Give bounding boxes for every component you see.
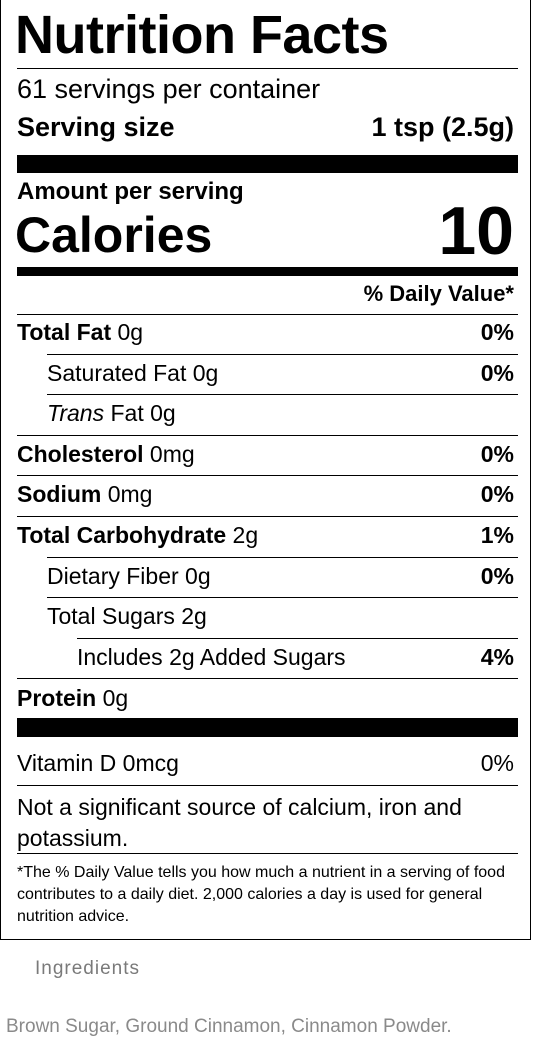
nutrient-row-total-sugars: Total Sugars 2g (47, 605, 207, 628)
divider (17, 785, 518, 786)
nutrient-name: Vitamin D (17, 750, 117, 776)
nutrient-name-rest: Added Sugars (199, 644, 346, 670)
nutrient-name: Dietary Fiber (47, 563, 179, 589)
divider (47, 394, 518, 395)
label-title: Nutrition Facts (15, 5, 389, 65)
nutrient-amount: 0g (192, 360, 219, 386)
nutrition-facts-label: Nutrition Facts 61 servings per containe… (0, 0, 531, 940)
nutrient-amount: 2g (181, 603, 207, 629)
divider (77, 638, 518, 639)
serving-size-label: Serving size (17, 112, 175, 142)
divider (17, 475, 518, 476)
medium-bar (17, 267, 518, 276)
nutrient-amount: 0g (117, 319, 144, 345)
nutrient-amount: 0mcg (122, 750, 179, 776)
daily-value-header: % Daily Value* (363, 281, 514, 306)
nutrient-amount: 0mg (149, 441, 195, 467)
nutrient-row-vitamin-d: Vitamin D 0mcg (17, 752, 179, 775)
divider (17, 68, 518, 69)
nutrient-row-dietary-fiber: Dietary Fiber 0g (47, 565, 211, 588)
nutrient-amount: 0g (185, 563, 211, 589)
nutrient-name: Includes (77, 644, 163, 670)
nutrient-row-sodium: Sodium 0mg (17, 483, 152, 506)
divider (17, 678, 518, 679)
serving-size-value: 1 tsp (2.5g) (371, 112, 514, 142)
nutrient-amount: 0mg (107, 481, 153, 507)
nutrient-pct: 0% (480, 481, 514, 507)
thick-bar (17, 155, 518, 173)
nutrient-name: Total Carbohydrate (17, 522, 227, 548)
nutrient-name: Sodium (17, 481, 102, 507)
nutrient-amount: 2g (169, 644, 195, 670)
nutrient-pct: 0% (480, 319, 514, 345)
thick-bar (17, 718, 518, 737)
nutrient-pct: 0% (480, 750, 514, 776)
calories-label: Calories (15, 207, 213, 263)
divider (17, 853, 518, 854)
divider (47, 354, 518, 355)
nutrient-name: Total Sugars (47, 603, 175, 629)
nutrient-pct: 0% (480, 360, 514, 386)
nutrient-row-total-fat: Total Fat 0g (17, 321, 143, 344)
divider (17, 314, 518, 315)
divider (47, 557, 518, 558)
not-significant-note: Not a significant source of calcium, iro… (17, 794, 462, 851)
nutrient-row-saturated-fat: Saturated Fat 0g (47, 362, 218, 385)
nutrient-name: Total Fat (17, 319, 112, 345)
nutrient-row-total-carbohydrate: Total Carbohydrate 2g (17, 524, 258, 547)
nutrient-amount: 0g (102, 685, 129, 711)
divider (17, 516, 518, 517)
nutrient-row-protein: Protein 0g (17, 687, 128, 710)
calories-value: 10 (438, 193, 514, 269)
daily-value-footnote: *The % Daily Value tells you how much a … (17, 864, 505, 925)
nutrient-row-trans-fat: Trans Fat 0g (47, 402, 176, 425)
servings-per-container: 61 servings per container (17, 74, 321, 104)
nutrient-name: Cholesterol (17, 441, 144, 467)
nutrient-row-cholesterol: Cholesterol 0mg (17, 443, 195, 466)
nutrient-amount: 2g (232, 522, 259, 548)
nutrient-amount: 0g (150, 400, 176, 426)
nutrient-name: Saturated Fat (47, 360, 187, 386)
ingredients-heading: Ingredients (35, 958, 141, 979)
amount-per-serving: Amount per serving (17, 178, 244, 205)
nutrient-pct: 0% (480, 441, 514, 467)
divider (47, 597, 518, 598)
ingredients-text: Brown Sugar, Ground Cinnamon, Cinnamon P… (6, 1016, 452, 1037)
nutrient-pct: 1% (480, 522, 514, 548)
nutrient-name: Trans (47, 400, 105, 426)
nutrient-pct: 4% (480, 644, 514, 670)
nutrient-row-added-sugars: Includes 2g Added Sugars (77, 646, 346, 669)
nutrient-name: Protein (17, 685, 97, 711)
divider (17, 435, 518, 436)
nutrient-name-rest: Fat (110, 400, 144, 426)
nutrient-pct: 0% (480, 563, 514, 589)
